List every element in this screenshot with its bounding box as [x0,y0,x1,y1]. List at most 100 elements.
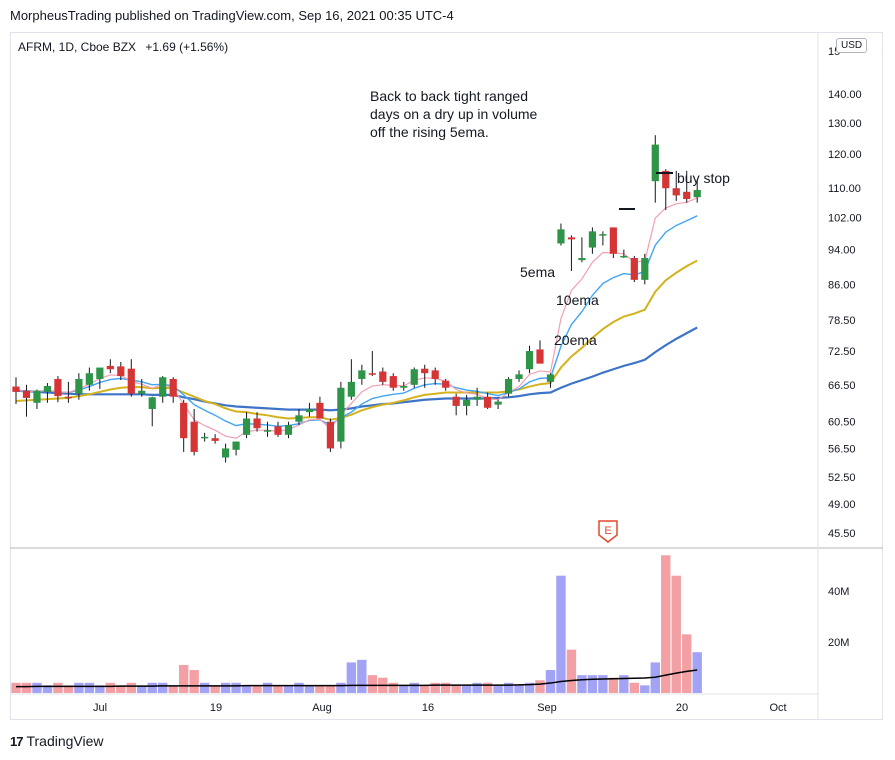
price-tick-label: 102.00 [828,213,862,225]
earnings-marker-shape [598,520,618,543]
volume-bar [95,685,105,693]
candle [557,223,565,246]
volume-bar [357,659,367,693]
candle-body [316,402,324,419]
candle [578,237,586,263]
volume-bar [388,682,398,693]
candle-body [242,418,251,435]
price-tick-label: 49.00 [828,499,856,511]
candle [211,434,219,444]
candle-body [12,386,20,392]
candle-body [463,399,471,406]
candle-body [33,390,41,403]
candle [641,253,649,285]
price-tick-label: 45.50 [828,528,856,540]
candle-body [274,426,282,435]
volume-bar [409,682,419,693]
candle [484,392,492,410]
candle [284,421,293,439]
volume-bar [629,682,640,693]
price-tick-label: 110.00 [828,183,861,195]
time-tick-label: 19 [210,702,222,714]
candle-body [484,396,492,408]
earnings-marker-label: E [604,525,611,537]
volume-bar [556,575,566,693]
candle-body [159,377,167,397]
symbol-legend: AFRM, 1D, Cboe BZX +1.69 (+1.56%) [18,40,228,54]
volume-bar [461,685,472,693]
candle-body [64,396,72,399]
candle-body [347,381,355,397]
volume-bar [399,685,409,693]
candle [253,412,261,432]
candle-body [473,396,481,400]
time-tick-label: 20 [676,702,688,714]
candle-body [599,234,607,236]
candle [347,359,355,400]
currency-badge[interactable]: USD [836,38,868,53]
volume-bar [178,664,189,693]
volume-bar [189,670,199,693]
candle-body [630,258,638,280]
candle [410,367,418,388]
volume-ma-line [16,669,698,688]
volume-ma-line [16,669,698,688]
candle-body [43,385,52,392]
volume-bar [640,685,650,693]
candle-body [431,370,439,379]
volume-bar [231,682,241,693]
candle [274,421,282,437]
candle [693,179,701,203]
candle [421,364,429,388]
candle [662,169,670,211]
candle [546,373,555,388]
symbol-name: AFRM, 1D, Cboe BZX [18,40,137,54]
candle [305,402,314,417]
volume-bar [241,685,252,693]
candle-body [609,227,617,254]
price-tick-label: 66.50 [828,380,856,392]
candle-body [494,401,502,405]
candle-body [620,255,628,258]
candle-body [672,188,680,196]
volume-bar [682,634,692,693]
candle [190,409,198,456]
buy-stop-label: buy stop [677,170,730,186]
candle-body [525,351,534,370]
volume-bar [11,682,21,693]
candle-body [546,374,555,382]
candle [442,378,450,391]
candle [463,394,471,416]
candle-body [515,374,523,379]
volume-axis: 40M 20M [828,586,849,649]
trade-note-line2: days on a dry up in volume [370,106,538,122]
volume-bar [661,555,671,693]
candle [588,227,596,254]
volume-bar [294,682,304,693]
volume-bar [566,649,577,693]
candle-body [326,421,334,449]
price-tick-label: 120.00 [828,149,862,161]
trade-note: Back to back tight ranged days on a dry … [370,87,537,141]
volume-bar [671,575,681,693]
candle [242,412,251,439]
volume-bar [63,685,74,693]
volume-bar [336,682,346,693]
volume-bar [692,652,702,693]
candle [525,345,534,374]
volume-bar [137,685,147,693]
volume-bar [283,685,294,693]
earnings-marker-icon: E [598,520,618,543]
candle-body [232,441,240,450]
volume-bar [315,685,325,693]
volume-bar [21,682,32,693]
candle-body [567,237,576,240]
volume-bar [147,682,157,693]
volume-bar [32,682,42,693]
volume-bar [608,677,619,693]
candle-body [263,430,272,432]
candle [43,383,52,403]
candle [159,376,167,403]
candle-body [588,231,596,248]
